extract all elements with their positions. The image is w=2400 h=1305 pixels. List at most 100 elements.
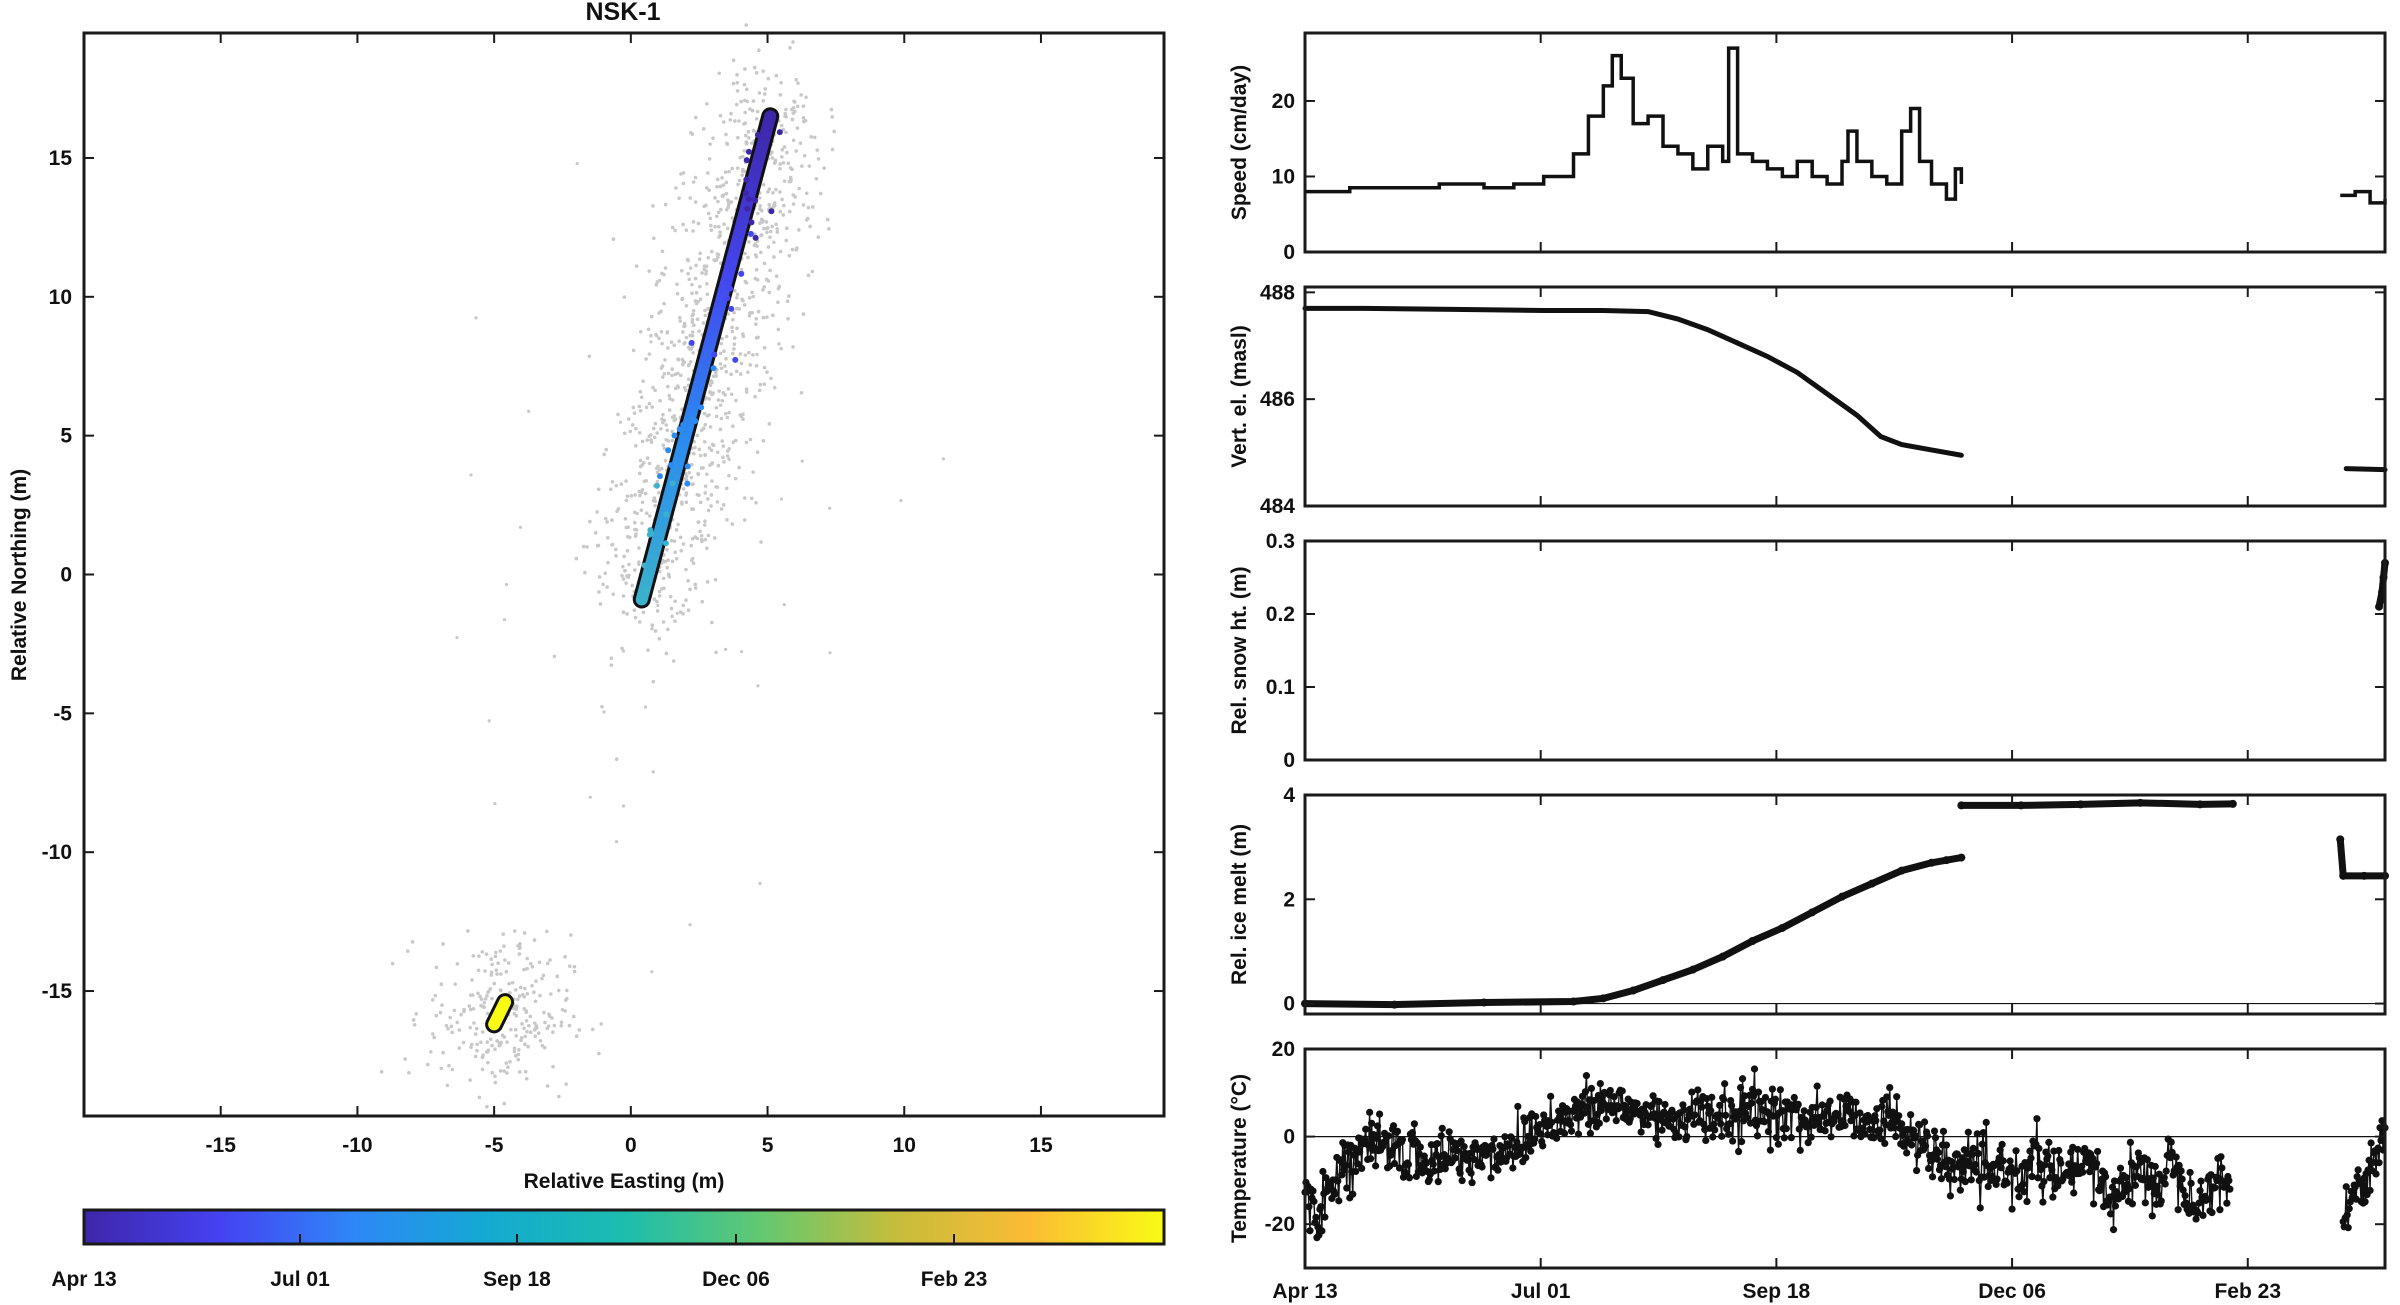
map-scatter-point xyxy=(743,121,748,126)
map-scatter-point xyxy=(674,556,679,561)
map-scatter-point xyxy=(572,1014,576,1019)
map-scatter-point xyxy=(691,556,695,560)
track-1-point xyxy=(643,587,650,594)
map-scatter-point xyxy=(489,973,494,977)
ice-melt-point xyxy=(2339,871,2348,880)
temperature-point xyxy=(1852,1098,1860,1106)
map-scatter-point xyxy=(759,233,764,237)
map-scatter-point xyxy=(789,177,793,182)
temperature-point xyxy=(1596,1079,1604,1088)
ice-melt-point xyxy=(2017,801,2026,810)
map-scatter-point xyxy=(709,249,714,254)
map-scatter-point xyxy=(477,954,481,958)
map-scatter-point xyxy=(706,497,710,501)
map-scatter-point xyxy=(707,397,712,401)
temperature-point xyxy=(2358,1181,2366,1189)
map-scatter-point xyxy=(673,599,677,604)
temperature-point xyxy=(1708,1093,1716,1101)
map-scatter-point xyxy=(528,1014,533,1019)
temperature-point xyxy=(1722,1111,1730,1119)
map-scatter-point xyxy=(666,371,671,376)
map-scatter-point xyxy=(637,620,642,624)
map-scatter-point xyxy=(517,994,522,998)
elevation-panel: 484 486 488 Vert. el. (masl) xyxy=(1228,281,2388,518)
temperature-point xyxy=(2196,1187,2204,1195)
temperature-point xyxy=(1352,1167,1360,1176)
map-scatter-point xyxy=(727,202,731,207)
temperature-point xyxy=(1702,1136,1710,1145)
map-scatter-point xyxy=(493,1074,497,1078)
temperature-point xyxy=(1548,1118,1556,1126)
map-scatter-point xyxy=(731,351,735,356)
map-scatter-point xyxy=(678,535,683,540)
map-scatter-point xyxy=(810,269,815,274)
map-scatter-point xyxy=(568,964,572,968)
map-scatter-point xyxy=(722,460,726,464)
map-scatter-point xyxy=(627,562,631,567)
map-scatter-point xyxy=(787,294,791,298)
elevation-axes-frame xyxy=(1303,285,2387,508)
temperature-point xyxy=(1366,1108,1374,1116)
colorbar: Apr 13 Jul 01 Sep 18 Dec 06 Feb 23 xyxy=(51,1208,1166,1291)
temperature-point xyxy=(1830,1117,1838,1125)
map-scatter-point xyxy=(706,171,710,175)
map-scatter-point xyxy=(676,357,681,362)
map-scatter-point xyxy=(502,618,507,622)
temperature-point xyxy=(2211,1184,2219,1192)
temperature-point xyxy=(2181,1191,2189,1200)
temperature-point xyxy=(1306,1227,1314,1235)
map-scatter-point xyxy=(379,1069,384,1074)
map-scatter-point xyxy=(776,300,780,305)
map-scatter-point xyxy=(439,982,444,987)
map-scatter-point xyxy=(777,342,781,346)
track-1-point xyxy=(711,351,718,358)
temperature-point xyxy=(2154,1191,2162,1199)
temperature-point xyxy=(1754,1088,1763,1096)
map-scatter-point xyxy=(411,1018,416,1022)
temperature-point xyxy=(1800,1107,1808,1115)
temperature-point xyxy=(1709,1133,1717,1141)
map-scatter-point xyxy=(638,458,643,463)
map-scatter-point xyxy=(755,109,760,114)
map-scatter-point xyxy=(726,387,731,391)
temperature-point xyxy=(1574,1130,1583,1138)
temperature-point xyxy=(1686,1105,1694,1113)
temperature-point xyxy=(1726,1120,1734,1128)
track-1-point xyxy=(742,190,749,197)
map-scatter-point xyxy=(655,470,660,475)
temperature-point xyxy=(1866,1125,1874,1134)
temperature-point xyxy=(2037,1166,2045,1174)
map-scatter-point xyxy=(756,309,761,314)
temperature-point xyxy=(1501,1133,1509,1141)
map-scatter-point xyxy=(804,95,808,100)
map-scatter-point xyxy=(444,1023,449,1028)
map-scatter-point xyxy=(735,295,739,300)
map-scatter-point xyxy=(673,386,678,391)
map-scatter-point xyxy=(714,650,718,655)
temperature-point xyxy=(2178,1175,2186,1183)
map-scatter-point xyxy=(670,614,674,619)
ice-melt-series-2 xyxy=(1957,799,2237,809)
temperature-point xyxy=(1495,1151,1503,1159)
map-scatter-point xyxy=(637,471,642,476)
ice-melt-point xyxy=(2196,800,2205,809)
map-scatter-point xyxy=(631,348,636,353)
temperature-point xyxy=(2089,1154,2097,1162)
map-scatter-point xyxy=(709,493,714,497)
map-scatter-point xyxy=(633,615,638,620)
map-scatter-point xyxy=(746,370,750,374)
map-scatter-point xyxy=(716,463,721,468)
map-scatter-point xyxy=(771,313,775,318)
temperature-point xyxy=(1698,1103,1706,1111)
map-scatter-point xyxy=(468,993,473,997)
map-scatter-point xyxy=(690,320,695,324)
temperature-point xyxy=(1390,1159,1399,1168)
colorbar-tick-label: Jul 01 xyxy=(270,1268,330,1291)
map-scatter-point xyxy=(702,440,707,444)
temperature-point xyxy=(1367,1155,1375,1163)
map-scatter-point xyxy=(630,423,635,427)
map-scatter-point xyxy=(708,142,712,146)
temperature-point xyxy=(2171,1168,2179,1177)
map-scatter-point xyxy=(719,207,723,212)
map-scatter-point xyxy=(653,421,658,426)
